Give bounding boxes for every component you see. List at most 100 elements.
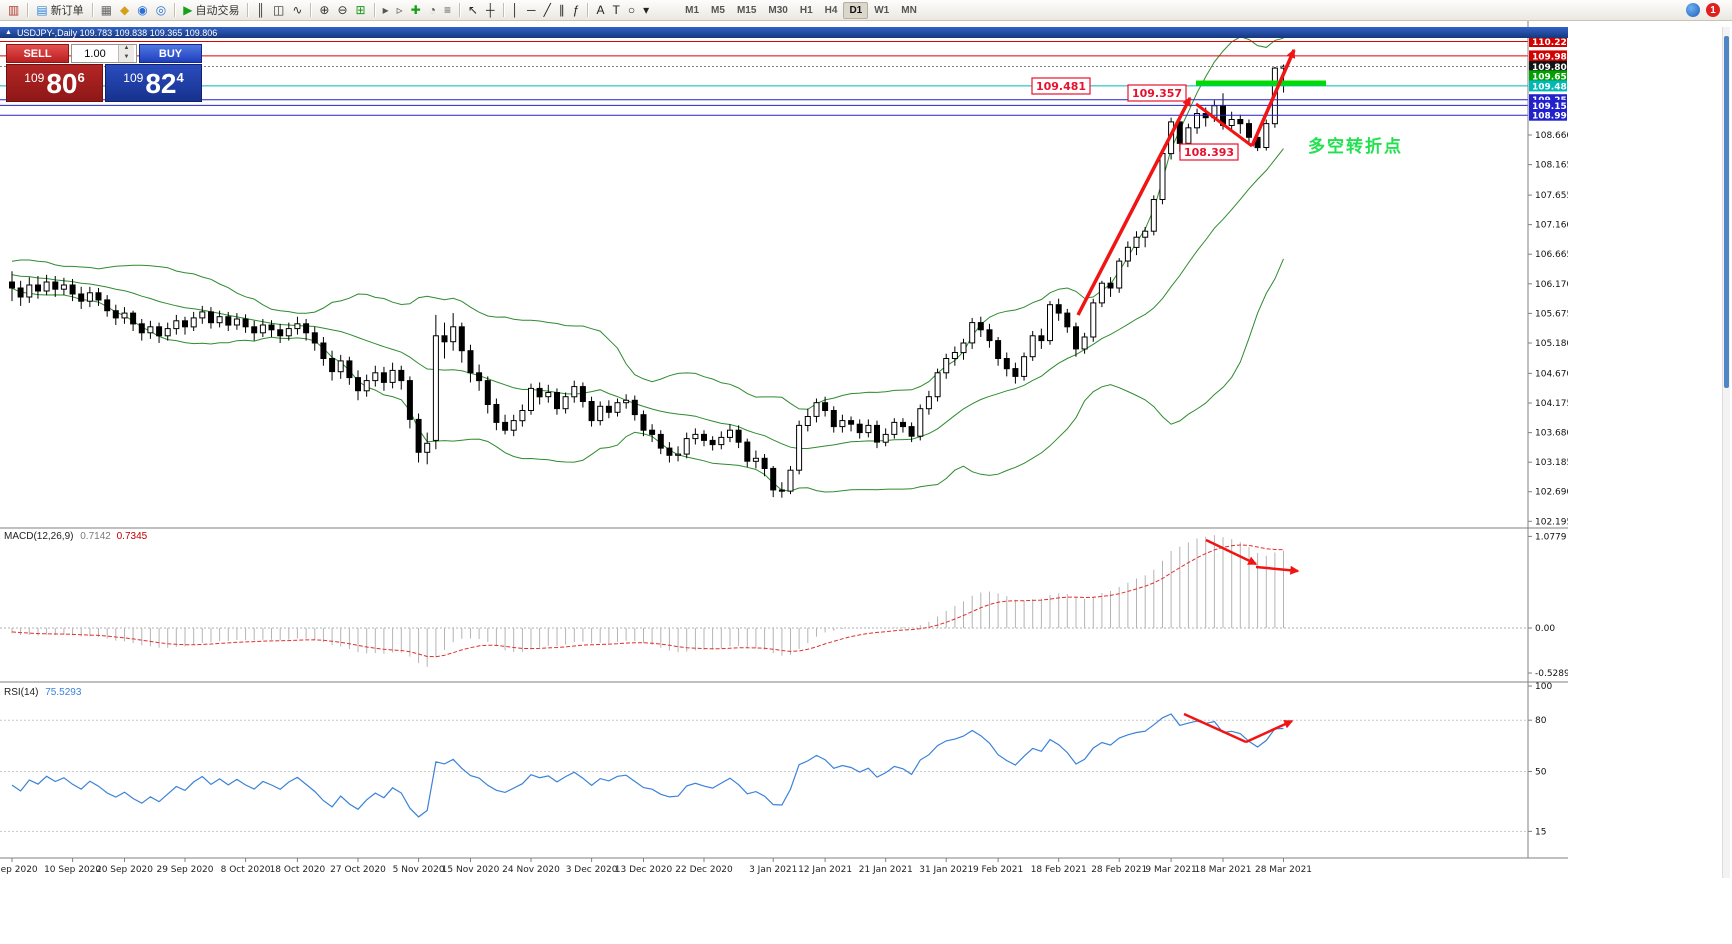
channel-icon[interactable]: ∥ (555, 1, 569, 19)
candle (675, 446, 682, 462)
timeframe-w1[interactable]: W1 (874, 4, 890, 16)
svg-text:108.393: 108.393 (1184, 146, 1234, 159)
timeframe-m15[interactable]: M15 (736, 4, 757, 16)
volume-increase[interactable]: ▲ (119, 45, 134, 54)
volume-input[interactable] (72, 45, 118, 62)
cursor-icon[interactable]: ↖ (464, 1, 482, 19)
svg-text:106.170: 106.170 (1535, 280, 1568, 290)
navigator-icon[interactable]: ◎ (152, 1, 170, 19)
line-mode-icon: ∿ (292, 3, 303, 17)
candle (528, 383, 534, 415)
candle (121, 307, 128, 324)
macd-label[interactable]: MACD(12,26,9) 0.7142 0.7345 (4, 531, 147, 542)
shapes-dropdown[interactable]: ▾ (639, 1, 653, 19)
candle (900, 418, 906, 433)
candle (1246, 119, 1252, 144)
rsi-label[interactable]: RSI(14) 75.5293 (4, 687, 81, 698)
candle (225, 311, 232, 331)
data-window-icon[interactable]: ◉ (133, 1, 151, 19)
sell-button[interactable]: SELL (6, 44, 69, 63)
timeframe-h1[interactable]: H1 (799, 4, 813, 16)
candle (182, 316, 188, 335)
trend-arrow[interactable] (1250, 48, 1296, 147)
trend-arrow[interactable] (1183, 712, 1247, 744)
line-mode-icon[interactable]: ∿ (288, 1, 306, 19)
trend-arrow[interactable] (1245, 719, 1294, 744)
bars-mode-icon[interactable]: ║ (252, 1, 269, 19)
svg-text:108.991: 108.991 (1532, 112, 1568, 122)
candle (242, 314, 249, 333)
ask-sup: 4 (176, 70, 184, 85)
trendline-icon[interactable]: ╱ (540, 1, 555, 19)
rsi-name: RSI(14) (4, 687, 39, 698)
zoom-in-icon[interactable]: ⊕ (315, 1, 333, 19)
autotrade-button[interactable]: ▶ 自动交易 (179, 1, 243, 19)
new-chart-icon[interactable]: ▥ (4, 1, 23, 19)
templates-icon[interactable]: ≡ (440, 1, 455, 19)
auto-scroll-icon[interactable]: ▸ (379, 1, 393, 19)
trend-arrow[interactable] (1255, 565, 1300, 575)
vertical-scrollbar[interactable] (1722, 27, 1730, 878)
ask-price-panel[interactable]: 109 82 4 (105, 64, 202, 102)
price-label-box[interactable] (1179, 143, 1239, 161)
chart-shift-icon: ▹ (396, 3, 403, 17)
scrollbar-thumb[interactable] (1724, 36, 1729, 388)
svg-text:8 Oct 2020: 8 Oct 2020 (221, 865, 271, 875)
trend-arrow[interactable] (1076, 96, 1192, 316)
note-text[interactable]: 多空转折点 (1308, 136, 1403, 157)
buy-button[interactable]: BUY (139, 44, 202, 63)
vline-icon[interactable]: │ (508, 1, 524, 19)
crosshair-icon[interactable]: ┼ (482, 1, 499, 19)
bid-price-panel[interactable]: 109 80 6 (6, 64, 103, 102)
candle (519, 404, 526, 427)
trend-arrow[interactable] (1205, 538, 1258, 566)
candle (147, 320, 154, 339)
price-label-box[interactable] (1127, 84, 1187, 102)
candle (744, 438, 751, 468)
chart-layout-icon[interactable]: ▦ (97, 1, 116, 19)
timeframe-h4[interactable]: H4 (824, 4, 838, 16)
market-watch-icon[interactable]: ◆ (116, 1, 133, 19)
ask-big: 82 (145, 68, 177, 99)
timeframe-m5[interactable]: M5 (711, 4, 725, 16)
toolbar-separator (91, 3, 93, 17)
collapse-panel-icon[interactable]: ▲ (5, 29, 12, 36)
community-icon[interactable] (1686, 3, 1700, 17)
candle (1150, 195, 1157, 236)
candle (78, 286, 85, 309)
chart-title: USDJPY-,Daily 109.783 109.838 109.365 10… (16, 27, 218, 38)
timeframe-mn[interactable]: MN (901, 4, 917, 16)
candle (43, 274, 50, 296)
trend-arrow[interactable] (1195, 102, 1253, 148)
price-label-box[interactable] (1031, 77, 1091, 95)
candle (977, 316, 984, 337)
timeframe-m30[interactable]: M30 (768, 4, 788, 16)
auto-scroll-icon: ▸ (382, 3, 389, 17)
candle (86, 286, 93, 308)
zoom-in-icon: ⊕ (319, 3, 330, 17)
volume-decrease[interactable]: ▼ (119, 53, 134, 62)
chart-canvas[interactable]: 108.660 108.165 107.655 107.160 106.665 106.1… (0, 0, 1568, 878)
indicators-list-icon[interactable]: ⊞ (352, 1, 370, 19)
timeframe-d1[interactable]: D1 (843, 1, 869, 19)
svg-text:18 Feb 2021: 18 Feb 2021 (1031, 865, 1087, 875)
fibonacci-icon[interactable]: ƒ (569, 1, 584, 19)
new-indicator-icon[interactable]: ✚ (407, 1, 425, 19)
zoom-out-icon[interactable]: ⊖ (333, 1, 351, 19)
timeframe-m1[interactable]: M1 (685, 4, 700, 16)
text-icon[interactable]: A (592, 1, 608, 19)
candle (796, 420, 803, 475)
candle (683, 432, 690, 459)
new-order-button[interactable]: ▤ 新订单 (32, 1, 87, 19)
hline-icon[interactable]: ─ (523, 1, 540, 19)
candles-mode-icon[interactable]: ◫ (269, 1, 288, 19)
clock-icon[interactable]: ◔ (425, 1, 440, 19)
shapes-icon[interactable]: ○ (624, 1, 639, 19)
svg-text:29 Sep 2020: 29 Sep 2020 (156, 865, 213, 875)
svg-text:1.0779: 1.0779 (1535, 532, 1567, 542)
notification-badge[interactable]: 1 (1706, 3, 1720, 17)
chart-title-bar[interactable]: ▲ USDJPY-,Daily 109.783 109.838 109.365 … (0, 27, 1568, 38)
chart-shift-icon[interactable]: ▹ (393, 1, 407, 19)
label-icon[interactable]: T (609, 1, 624, 19)
candle (476, 364, 483, 391)
